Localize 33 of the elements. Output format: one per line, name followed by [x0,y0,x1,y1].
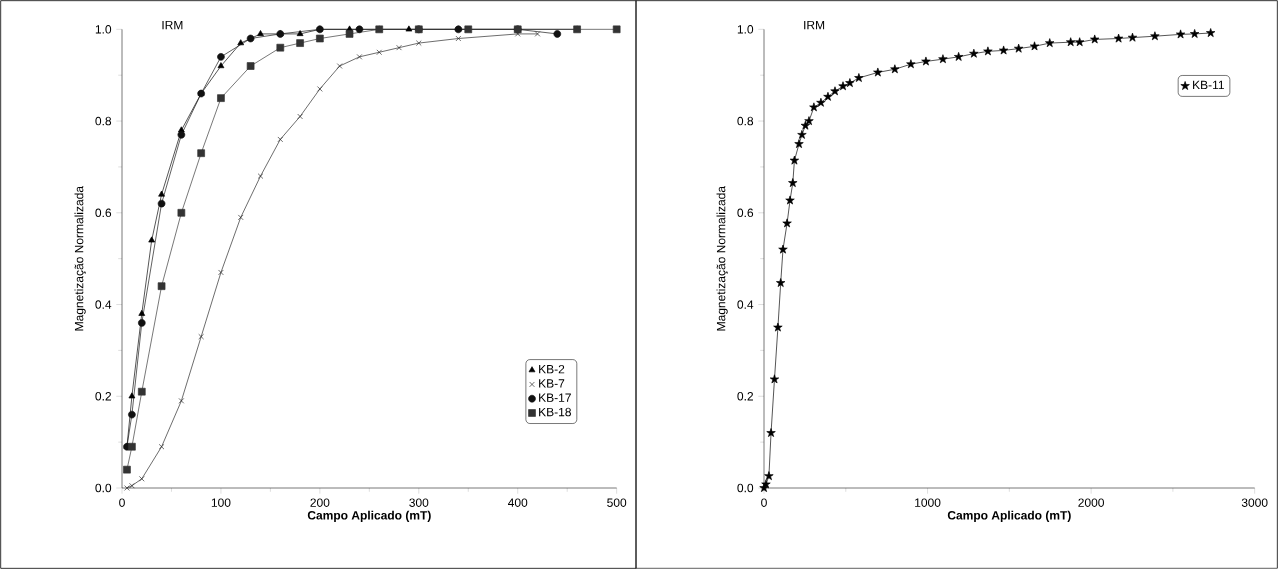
x-tick-label: 1000 [915,498,941,507]
x-tick-label: 2000 [1078,498,1104,507]
y-tick-label: 0.6 [95,208,112,218]
legend-label: KB-11 [1193,80,1224,90]
y-tick-label: 0.2 [737,392,753,401]
y-tick-label: 0.0 [95,483,112,493]
y-tick-label: 1.0 [95,25,112,34]
x-tick-label: 400 [508,498,528,507]
x-tick-label: 500 [607,498,627,507]
legend-label: KB-17 [539,393,571,402]
y-tick-label: 0.8 [737,116,754,126]
x-axis-title: Campo Aplicado (mT) [947,510,1071,522]
y-tick-label: 1.0 [737,25,754,34]
y-tick-label: 0.4 [737,300,754,309]
legend-label: KB-7 [539,379,565,388]
y-tick-label: 0.6 [737,208,754,218]
y-axis-title: Magnetização Normalizada [716,186,728,331]
x-tick-label: 0 [761,498,767,507]
x-tick-label: 0 [119,498,125,507]
x-tick-label: 300 [409,498,429,507]
text: IRM [804,20,825,30]
y-tick-label: 0.8 [95,116,112,126]
x-tick-label: 3000 [1241,498,1268,507]
legend-label: KB-2 [539,364,565,374]
y-axis-title: Magnetização Normalizada [74,186,86,331]
y-tick-label: 0.2 [95,392,111,401]
x-tick-label: 200 [310,498,330,507]
y-tick-label: 0.0 [737,483,754,493]
x-axis-title: Campo Aplicado (mT) [307,510,431,522]
x-tick-label: 100 [211,498,231,507]
text: IRM [162,20,183,30]
legend-label: KB-18 [539,407,571,417]
y-tick-label: 0.4 [95,300,112,309]
